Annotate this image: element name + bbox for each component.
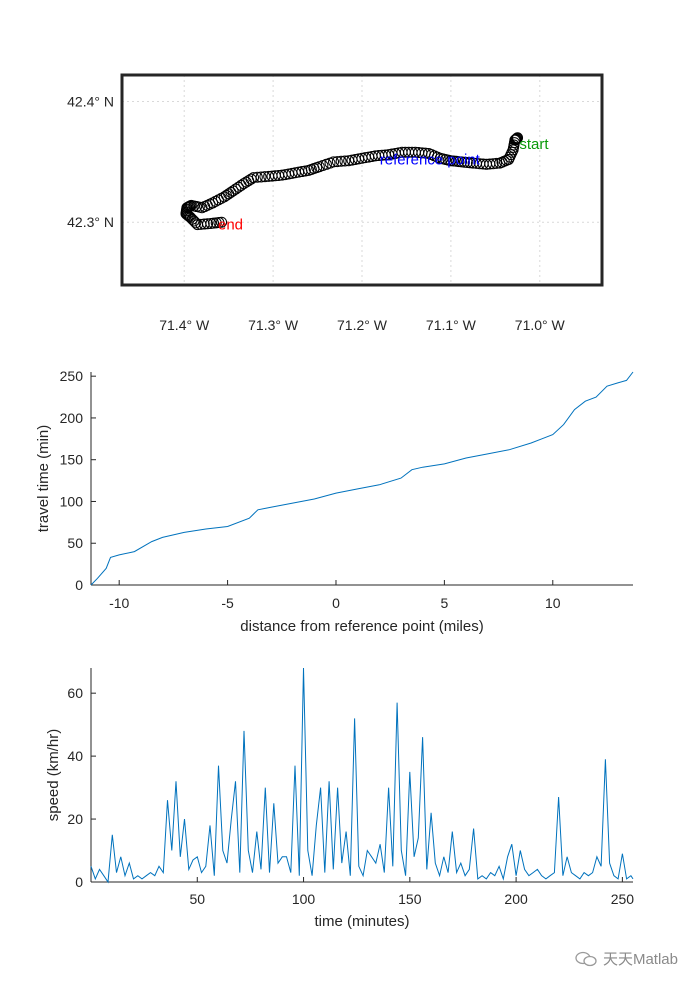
y-tick-label: 0 bbox=[75, 874, 83, 890]
y-axis-label: travel time (min) bbox=[35, 425, 52, 533]
route-point bbox=[487, 158, 499, 170]
route-point bbox=[299, 165, 311, 177]
route-point bbox=[458, 156, 470, 168]
route-point bbox=[328, 156, 340, 168]
y-tick-label: 250 bbox=[60, 368, 84, 384]
route-point bbox=[248, 172, 260, 184]
map-lon-tick-label: 71.3° W bbox=[248, 317, 299, 333]
route-point bbox=[511, 132, 523, 144]
x-tick-label: 5 bbox=[440, 595, 448, 611]
route-point bbox=[509, 134, 521, 146]
y-tick-label: 50 bbox=[67, 535, 83, 551]
y-tick-label: 200 bbox=[60, 410, 84, 426]
y-tick-label: 40 bbox=[67, 748, 83, 764]
route-point bbox=[198, 218, 210, 230]
map-lon-tick-label: 71.0° W bbox=[515, 317, 566, 333]
x-tick-label: 150 bbox=[398, 891, 422, 907]
watermark: 天天Matlab bbox=[575, 948, 678, 969]
route-point bbox=[339, 155, 351, 167]
map-lon-tick-label: 71.4° W bbox=[159, 317, 210, 333]
watermark-text: 天天Matlab bbox=[602, 951, 678, 968]
route-point bbox=[255, 171, 267, 183]
route-annotation: reference point bbox=[380, 151, 481, 168]
x-tick-label: -10 bbox=[109, 595, 129, 611]
y-tick-label: 0 bbox=[75, 577, 83, 593]
x-tick-label: 200 bbox=[504, 891, 528, 907]
route-annotation: end bbox=[218, 217, 243, 234]
route-point bbox=[227, 185, 239, 197]
route-point bbox=[490, 157, 502, 169]
route-point bbox=[335, 155, 347, 167]
map-lon-tick-label: 71.1° W bbox=[426, 317, 477, 333]
route-point bbox=[195, 218, 207, 230]
route-point bbox=[232, 181, 244, 193]
x-tick-label: -5 bbox=[221, 595, 234, 611]
map-lat-tick-label: 42.4° N bbox=[67, 94, 114, 110]
x-tick-label: 100 bbox=[292, 891, 316, 907]
route-point bbox=[456, 156, 468, 168]
x-axis-label: distance from reference point (miles) bbox=[240, 618, 483, 635]
route-point bbox=[510, 134, 522, 146]
x-tick-label: 50 bbox=[189, 891, 205, 907]
route-point bbox=[259, 171, 271, 183]
y-tick-label: 20 bbox=[67, 811, 83, 827]
y-axis-label: speed (km/hr) bbox=[45, 729, 62, 822]
speed-panel: 50 100 150 200 250 0 20 40 60 time (minutes) speed… bbox=[45, 667, 635, 930]
map-panel: 71.4° W 71.3° W 71.2° W 71.1° W 71.0° W 42.4°… bbox=[67, 73, 604, 333]
y-tick-label: 100 bbox=[60, 493, 84, 509]
route-annotation: start bbox=[519, 136, 549, 153]
route-point bbox=[230, 183, 242, 195]
y-tick-label: 150 bbox=[60, 452, 84, 468]
map-lat-tick-label: 42.3° N bbox=[67, 214, 114, 230]
map-frame bbox=[120, 73, 604, 287]
route-point bbox=[461, 157, 473, 168]
x-tick-label: 250 bbox=[611, 891, 635, 907]
series-line bbox=[90, 371, 634, 586]
x-tick-label: 0 bbox=[332, 595, 340, 611]
x-axis-label: time (minutes) bbox=[314, 913, 409, 930]
route-point bbox=[510, 133, 522, 145]
y-tick-label: 60 bbox=[67, 685, 83, 701]
route-point bbox=[331, 156, 343, 168]
map-lon-tick-label: 71.2° W bbox=[337, 317, 388, 333]
series-line bbox=[90, 667, 634, 884]
wechat-icon bbox=[575, 951, 597, 966]
route-point bbox=[512, 132, 524, 144]
route-point bbox=[251, 171, 263, 183]
x-tick-label: 10 bbox=[545, 595, 561, 611]
